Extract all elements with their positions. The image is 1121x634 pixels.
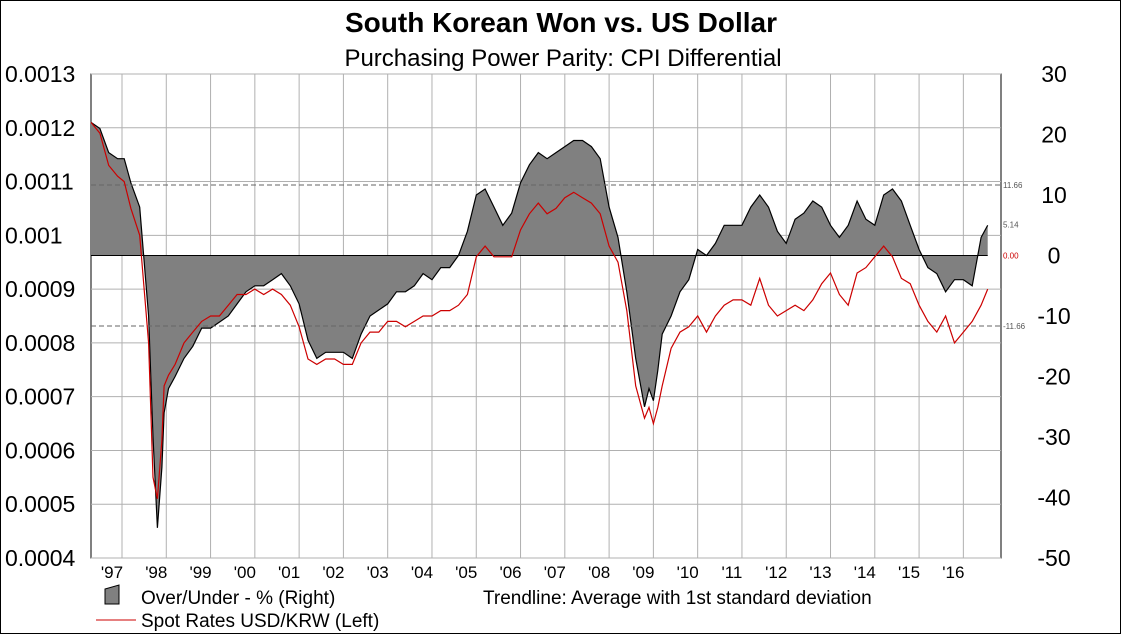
x-axis-ticks: '97 '98 '99 '00 '01 '02 '03 '04 '05 '06 '07 '08 '09 '… <box>101 563 965 582</box>
right-tick-label-8: -50 <box>1037 545 1070 571</box>
x-tick-label-12: '09 <box>632 563 654 582</box>
x-tick-label-18: '15 <box>898 563 920 582</box>
legend-item-over-under: Over/Under - % (Right) <box>104 584 335 609</box>
x-tick-label-4: '01 <box>278 563 300 582</box>
left-tick-label-6: 0.0007 <box>5 384 75 410</box>
end-labels: 5.14 0.00 <box>1003 220 1019 260</box>
trendline-label-1: -11.66 <box>1003 322 1026 331</box>
x-tick-label-10: '07 <box>544 563 566 582</box>
x-tick-label-1: '98 <box>145 563 167 582</box>
left-tick-label-2: 0.0011 <box>5 169 74 195</box>
right-tick-label-1: 20 <box>1041 122 1067 148</box>
right-tick-label-6: -30 <box>1037 424 1070 450</box>
spot-rate-line <box>90 122 989 499</box>
plot-area <box>90 73 1002 559</box>
over-under-outline <box>90 121 989 528</box>
x-tick-label-9: '06 <box>499 563 521 582</box>
x-tick-label-6: '03 <box>367 563 389 582</box>
left-tick-label-0: 0.0013 <box>5 61 75 87</box>
left-tick-label-5: 0.0008 <box>5 330 75 356</box>
over-under-area <box>91 122 988 528</box>
chart-title: South Korean Won vs. US Dollar <box>345 7 777 38</box>
x-tick-label-15: '12 <box>765 563 787 582</box>
trendline-label-0: 11.66 <box>1003 181 1023 190</box>
x-tick-label-5: '02 <box>322 563 344 582</box>
left-tick-label-8: 0.0005 <box>5 491 75 517</box>
right-tick-label-2: 10 <box>1041 182 1067 208</box>
left-tick-label-9: 0.0004 <box>5 545 76 571</box>
left-tick-label-7: 0.0006 <box>5 437 75 463</box>
right-tick-label-0: 30 <box>1041 61 1067 87</box>
legend-label-trendline: Trendline: Average with 1st standard dev… <box>483 588 872 609</box>
x-tick-label-8: '05 <box>455 563 477 582</box>
spot-rate-line-layer <box>90 122 989 499</box>
left-tick-label-3: 0.001 <box>5 222 63 248</box>
right-tick-label-4: -10 <box>1037 303 1070 329</box>
right-tick-label-3: 0 <box>1048 243 1061 269</box>
x-tick-label-16: '13 <box>809 563 831 582</box>
over-under-area-layer <box>90 121 989 528</box>
x-tick-label-13: '10 <box>677 563 699 582</box>
chart-subtitle: Purchasing Power Parity: CPI Differentia… <box>344 45 781 72</box>
trendline-layer: 11.66 -11.66 <box>91 181 1026 331</box>
x-tick-label-7: '04 <box>411 563 433 582</box>
x-tick-label-19: '16 <box>942 563 964 582</box>
legend-label-over-under: Over/Under - % (Right) <box>141 588 335 609</box>
legend-item-spot-rates: Spot Rates USD/KRW (Left) <box>96 611 379 632</box>
legend-item-trendline: Trendline: Average with 1st standard dev… <box>483 588 872 609</box>
end-label-1: 0.00 <box>1003 252 1019 261</box>
x-tick-label-17: '14 <box>854 563 876 582</box>
x-tick-label-3: '00 <box>234 563 256 582</box>
x-tick-label-0: '97 <box>101 563 123 582</box>
legend-label-spot-rates: Spot Rates USD/KRW (Left) <box>141 611 379 632</box>
left-tick-label-1: 0.0012 <box>5 115 75 141</box>
right-tick-label-5: -20 <box>1037 364 1070 390</box>
right-axis-ticks: 30 20 10 0 -10 -20 -30 -40 -50 <box>1037 61 1070 571</box>
x-tick-label-14: '11 <box>721 563 742 582</box>
legend-swatch-area <box>104 584 120 605</box>
x-tick-label-11: '08 <box>588 563 610 582</box>
right-tick-label-7: -40 <box>1037 485 1070 511</box>
left-tick-label-4: 0.0009 <box>5 276 75 302</box>
left-axis-ticks: 0.0013 0.0012 0.0011 0.001 0.0009 0.0008 0.000… <box>5 61 76 571</box>
legend: Over/Under - % (Right) Trendline: Averag… <box>96 584 872 632</box>
end-label-0: 5.14 <box>1003 220 1019 229</box>
x-tick-label-2: '99 <box>189 563 211 582</box>
